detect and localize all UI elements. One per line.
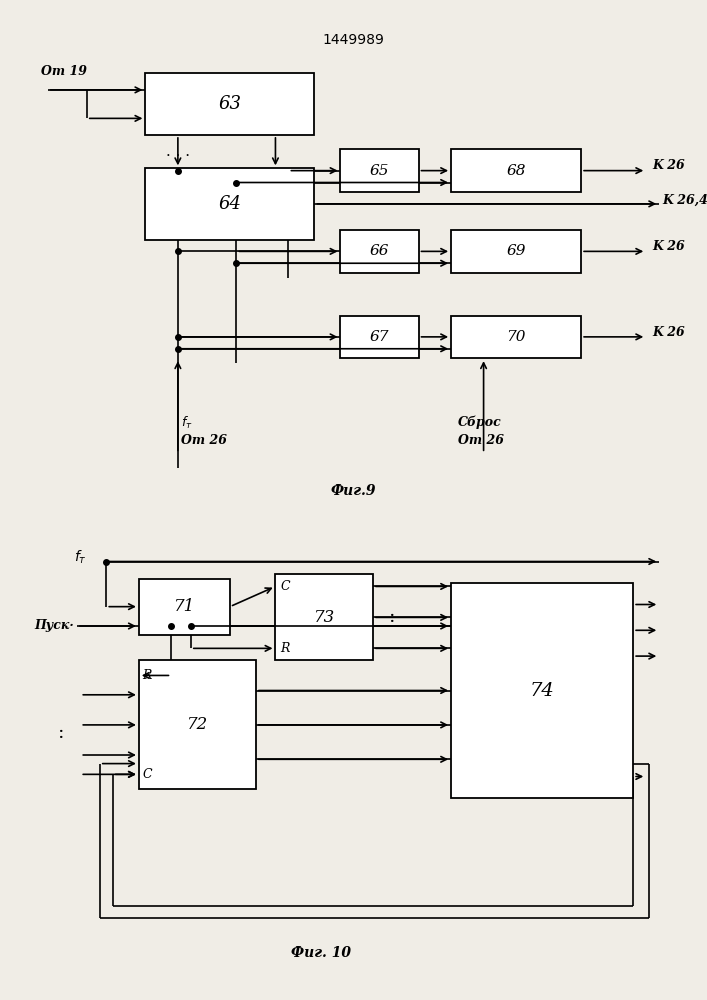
Text: K 26: K 26 xyxy=(653,240,686,253)
Text: 69: 69 xyxy=(506,244,526,258)
Text: Сброс: Сброс xyxy=(457,415,501,429)
Text: 72: 72 xyxy=(187,716,208,733)
Text: 65: 65 xyxy=(370,164,390,178)
Bar xyxy=(451,583,633,798)
Text: K 26: K 26 xyxy=(653,326,686,339)
Text: От 26: От 26 xyxy=(457,434,503,447)
Text: Пуск·: Пуск· xyxy=(35,619,74,633)
Bar xyxy=(341,149,419,192)
Text: 74: 74 xyxy=(530,682,554,700)
Bar xyxy=(146,73,315,135)
Text: $f_т$: $f_т$ xyxy=(181,415,193,431)
Bar xyxy=(341,230,419,273)
Text: 67: 67 xyxy=(370,330,390,344)
Bar xyxy=(451,230,581,273)
Bar xyxy=(341,316,419,358)
Text: . . .: . . . xyxy=(166,145,190,159)
Text: 66: 66 xyxy=(370,244,390,258)
Text: Фиг.9: Фиг.9 xyxy=(331,484,376,498)
Bar xyxy=(139,660,256,789)
Text: C: C xyxy=(281,580,291,593)
Bar xyxy=(139,579,230,635)
Text: K 26,49: K 26,49 xyxy=(662,194,707,207)
Text: Фиг. 10: Фиг. 10 xyxy=(291,946,351,960)
Text: 1449989: 1449989 xyxy=(322,33,385,47)
Text: 70: 70 xyxy=(506,330,526,344)
Text: 73: 73 xyxy=(314,609,335,626)
Text: K 26: K 26 xyxy=(653,159,686,172)
Bar xyxy=(146,168,315,239)
Text: C: C xyxy=(142,768,152,781)
Bar xyxy=(451,316,581,358)
Text: R: R xyxy=(281,642,290,655)
Text: :: : xyxy=(57,724,64,742)
Text: $f_т$: $f_т$ xyxy=(74,548,87,566)
Text: От 19: От 19 xyxy=(41,65,87,78)
Text: От 26: От 26 xyxy=(181,434,227,447)
Text: 64: 64 xyxy=(218,195,241,213)
Text: R: R xyxy=(142,669,151,682)
Text: 71: 71 xyxy=(174,598,195,615)
Text: 63: 63 xyxy=(218,95,241,113)
Bar xyxy=(276,574,373,660)
Bar xyxy=(451,149,581,192)
Text: 68: 68 xyxy=(506,164,526,178)
Text: :: : xyxy=(390,608,396,626)
